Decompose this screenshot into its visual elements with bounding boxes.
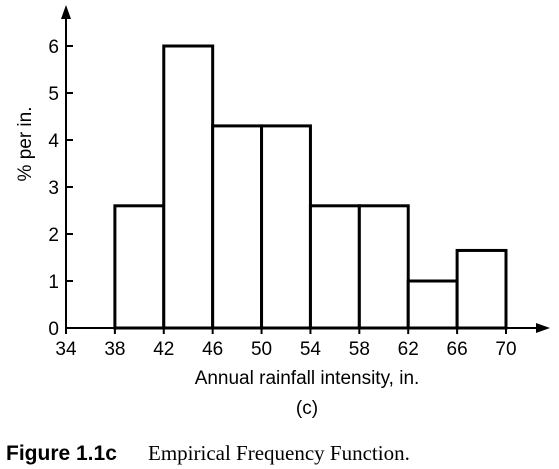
y-tick-label: 1 — [48, 272, 59, 293]
x-tick-label: 70 — [495, 339, 516, 360]
y-axis-arrow — [61, 5, 71, 19]
bars-group — [113, 44, 508, 330]
x-tick-label: 50 — [251, 339, 272, 360]
y-tick-label: 2 — [48, 225, 59, 246]
x-axis-arrow — [536, 323, 550, 333]
histogram-bar-58-62 — [357, 204, 410, 330]
x-tick-label: 54 — [300, 339, 322, 360]
figure-caption-text: Empirical Frequency Function. — [148, 441, 410, 465]
y-axis-title: % per in. — [15, 107, 36, 182]
histogram-bar-62-66 — [406, 279, 459, 330]
histogram-bar-42-46 — [162, 44, 215, 330]
y-tick-label: 4 — [48, 131, 59, 152]
x-tick-label: 58 — [349, 339, 370, 360]
y-tick-label: 3 — [48, 178, 59, 199]
x-axis-title: Annual rainfall intensity, in. — [195, 368, 420, 389]
histogram-bar-54-58 — [308, 204, 361, 330]
x-tick-label: 62 — [398, 339, 419, 360]
histogram-bar-38-42 — [113, 204, 166, 330]
y-tick-label: 6 — [48, 37, 59, 58]
histogram-bar-50-54 — [260, 124, 312, 330]
x-tick-label: 42 — [153, 339, 174, 360]
x-tick-label: 66 — [447, 339, 468, 360]
y-tick-label: 0 — [48, 319, 59, 340]
panel-label: (c) — [296, 398, 318, 419]
x-ticks-group: 34 38 42 46 50 54 58 62 66 70 — [55, 328, 517, 360]
histogram-bar-46-50 — [211, 124, 264, 330]
y-tick-label: 5 — [48, 84, 59, 105]
x-tick-label: 34 — [55, 339, 77, 360]
y-ticks-group: 0 1 2 3 4 5 6 — [48, 37, 73, 340]
x-tick-label: 46 — [202, 339, 223, 360]
x-tick-label: 38 — [104, 339, 125, 360]
histogram-bar-66-70 — [455, 248, 508, 330]
figure-caption-label: Figure 1.1c — [6, 442, 117, 465]
